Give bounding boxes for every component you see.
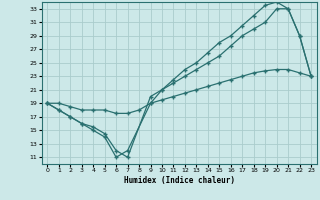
X-axis label: Humidex (Indice chaleur): Humidex (Indice chaleur) xyxy=(124,176,235,185)
